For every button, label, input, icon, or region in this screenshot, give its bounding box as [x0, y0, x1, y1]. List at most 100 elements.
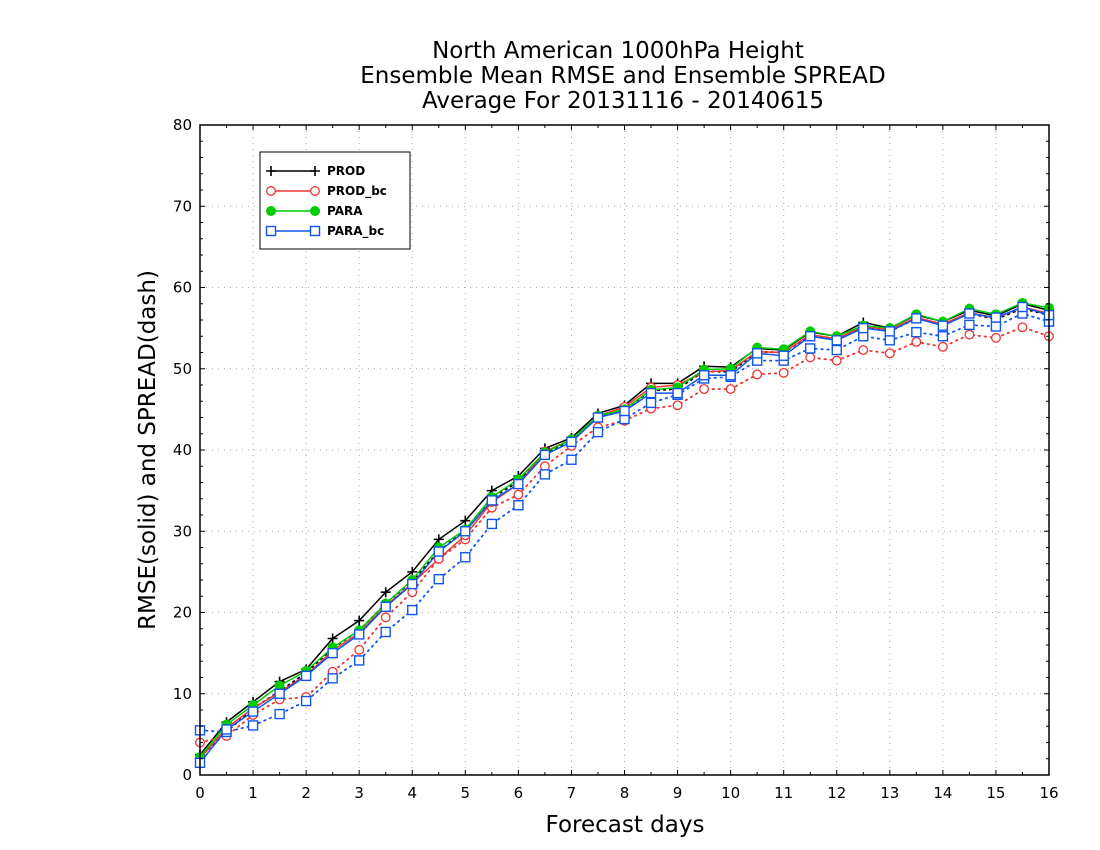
x-tick-label: 11 [774, 784, 793, 802]
x-axis-label: Forecast days [546, 812, 705, 838]
prod-bc-spread-point [672, 400, 683, 411]
prod-bc-spread-point [725, 384, 736, 395]
x-tick-label: 4 [407, 784, 417, 802]
legend-marker-prod-bc [310, 186, 320, 196]
para-bc-rmse-point [911, 313, 922, 324]
para-bc-spread-point [592, 426, 604, 438]
para-bc-rmse-point [327, 647, 338, 659]
x-tick-label: 1 [248, 784, 258, 802]
prod-bc-spread-point [1017, 322, 1028, 333]
para-bc-rmse-point [858, 322, 869, 334]
para-bc-rmse-point [884, 326, 896, 337]
para-bc-rmse-point [964, 308, 975, 319]
para-bc-rmse-point [1017, 301, 1028, 313]
para-bc-rmse-point [539, 449, 551, 461]
para-bc-rmse-point [566, 436, 577, 448]
x-tick-label: 12 [827, 784, 846, 802]
prod-bc-spread-point [937, 341, 948, 352]
prod-bc-spread-point [752, 369, 763, 380]
para-bc-rmse-point [486, 495, 498, 506]
legend-box [259, 151, 411, 250]
para-bc-rmse-point [751, 348, 763, 359]
para-bc-rmse-point [592, 412, 604, 423]
x-tick-label: 6 [514, 784, 524, 802]
legend-label-prod-bc: PROD_bc [327, 184, 387, 199]
para-bc-rmse-point [645, 387, 657, 399]
prod-rmse-point [327, 633, 338, 644]
prod-bc-spread-point [964, 329, 975, 340]
para-bc-spread-point [990, 321, 1002, 332]
prod-bc-spread-point [513, 489, 524, 500]
legend-marker-prod-bc [266, 186, 276, 196]
x-tick-label: 3 [354, 784, 364, 802]
x-tick-label: 2 [301, 784, 311, 802]
prod-bc-spread-point [805, 352, 816, 363]
para-bc-rmse-point [672, 387, 683, 399]
chart-title: North American 1000hPa Height Ensemble M… [360, 38, 885, 114]
para-bc-rmse-point [380, 601, 391, 613]
para-bc-spread-point [911, 326, 922, 338]
para-bc-spread-point [645, 397, 657, 409]
para-bc-rmse-point [725, 370, 736, 381]
y-tick-label: 0 [182, 766, 192, 784]
para-bc-spread-point [513, 500, 524, 511]
para-bc-rmse-point [300, 670, 312, 682]
para-bc-spread-point [884, 335, 896, 346]
para-bc-spread-point [539, 469, 551, 480]
para-bc-spread-point [353, 655, 365, 666]
prod-rmse-point [380, 587, 391, 598]
legend-marker-para-bc [265, 225, 277, 237]
para-bc-rmse-point [831, 335, 842, 346]
para-bc-rmse-point [247, 706, 259, 717]
para-bc-rmse-point [460, 526, 471, 537]
y-tick-label: 30 [173, 522, 192, 540]
para-bc-rmse-point [698, 370, 710, 381]
x-tick-label: 14 [933, 784, 952, 802]
y-tick-label: 50 [173, 360, 192, 378]
series-prod [195, 298, 1054, 763]
x-tick-label: 16 [1039, 784, 1058, 802]
x-tick-label: 5 [461, 784, 471, 802]
para-bc-spread-point [805, 343, 816, 354]
para-bc-rmse-point [221, 724, 232, 735]
para-bc-spread-point [433, 573, 444, 585]
para-bc-rmse-point [937, 320, 949, 331]
legend-label-prod: PROD [327, 164, 365, 178]
para-bc-spread-point [300, 695, 312, 707]
para-bc-spread-line [199, 312, 1050, 733]
para-bc-spread-point [407, 604, 418, 616]
para-bc-rmse-point [433, 546, 444, 557]
series-para [195, 297, 1054, 763]
prod-bc-spread-point [990, 332, 1001, 343]
para-bc-rmse-point [407, 578, 418, 590]
legend-label-para: PARA [327, 204, 363, 218]
para-bc-spread-point [964, 319, 975, 331]
x-tick-label: 8 [620, 784, 630, 802]
y-tick-label: 70 [173, 197, 192, 215]
legend-marker-para-bc [309, 225, 321, 237]
series-para-bc [194, 301, 1055, 769]
title-line-3: Average For 20131116 - 20140615 [422, 88, 824, 114]
para-bc-rmse-point [990, 312, 1002, 323]
x-tick-label: 15 [986, 784, 1005, 802]
para-bc-rmse-point [274, 688, 285, 699]
y-tick-label: 80 [173, 116, 192, 134]
para-bc-spread-point [831, 344, 842, 356]
legend-marker-prod [266, 166, 276, 176]
legend-marker-para [310, 206, 320, 216]
x-tick-label: 7 [567, 784, 577, 802]
para-bc-spread-point [247, 720, 259, 731]
series-layer [194, 297, 1055, 769]
x-tick-label: 0 [195, 784, 205, 802]
y-axis-label: RMSE(solid) and SPREAD(dash) [135, 270, 161, 630]
para-bc-rmse-point [353, 629, 365, 640]
x-tick-label: 13 [880, 784, 899, 802]
para-bc-rmse-line [199, 306, 1050, 764]
legend-marker-prod [310, 166, 320, 176]
para-bc-rmse-point [513, 478, 524, 490]
x-tick-label: 10 [721, 784, 740, 802]
prod-bc-spread-point [911, 336, 922, 347]
prod-rmse-point [460, 515, 471, 526]
prod-bc-spread-point [778, 367, 789, 378]
